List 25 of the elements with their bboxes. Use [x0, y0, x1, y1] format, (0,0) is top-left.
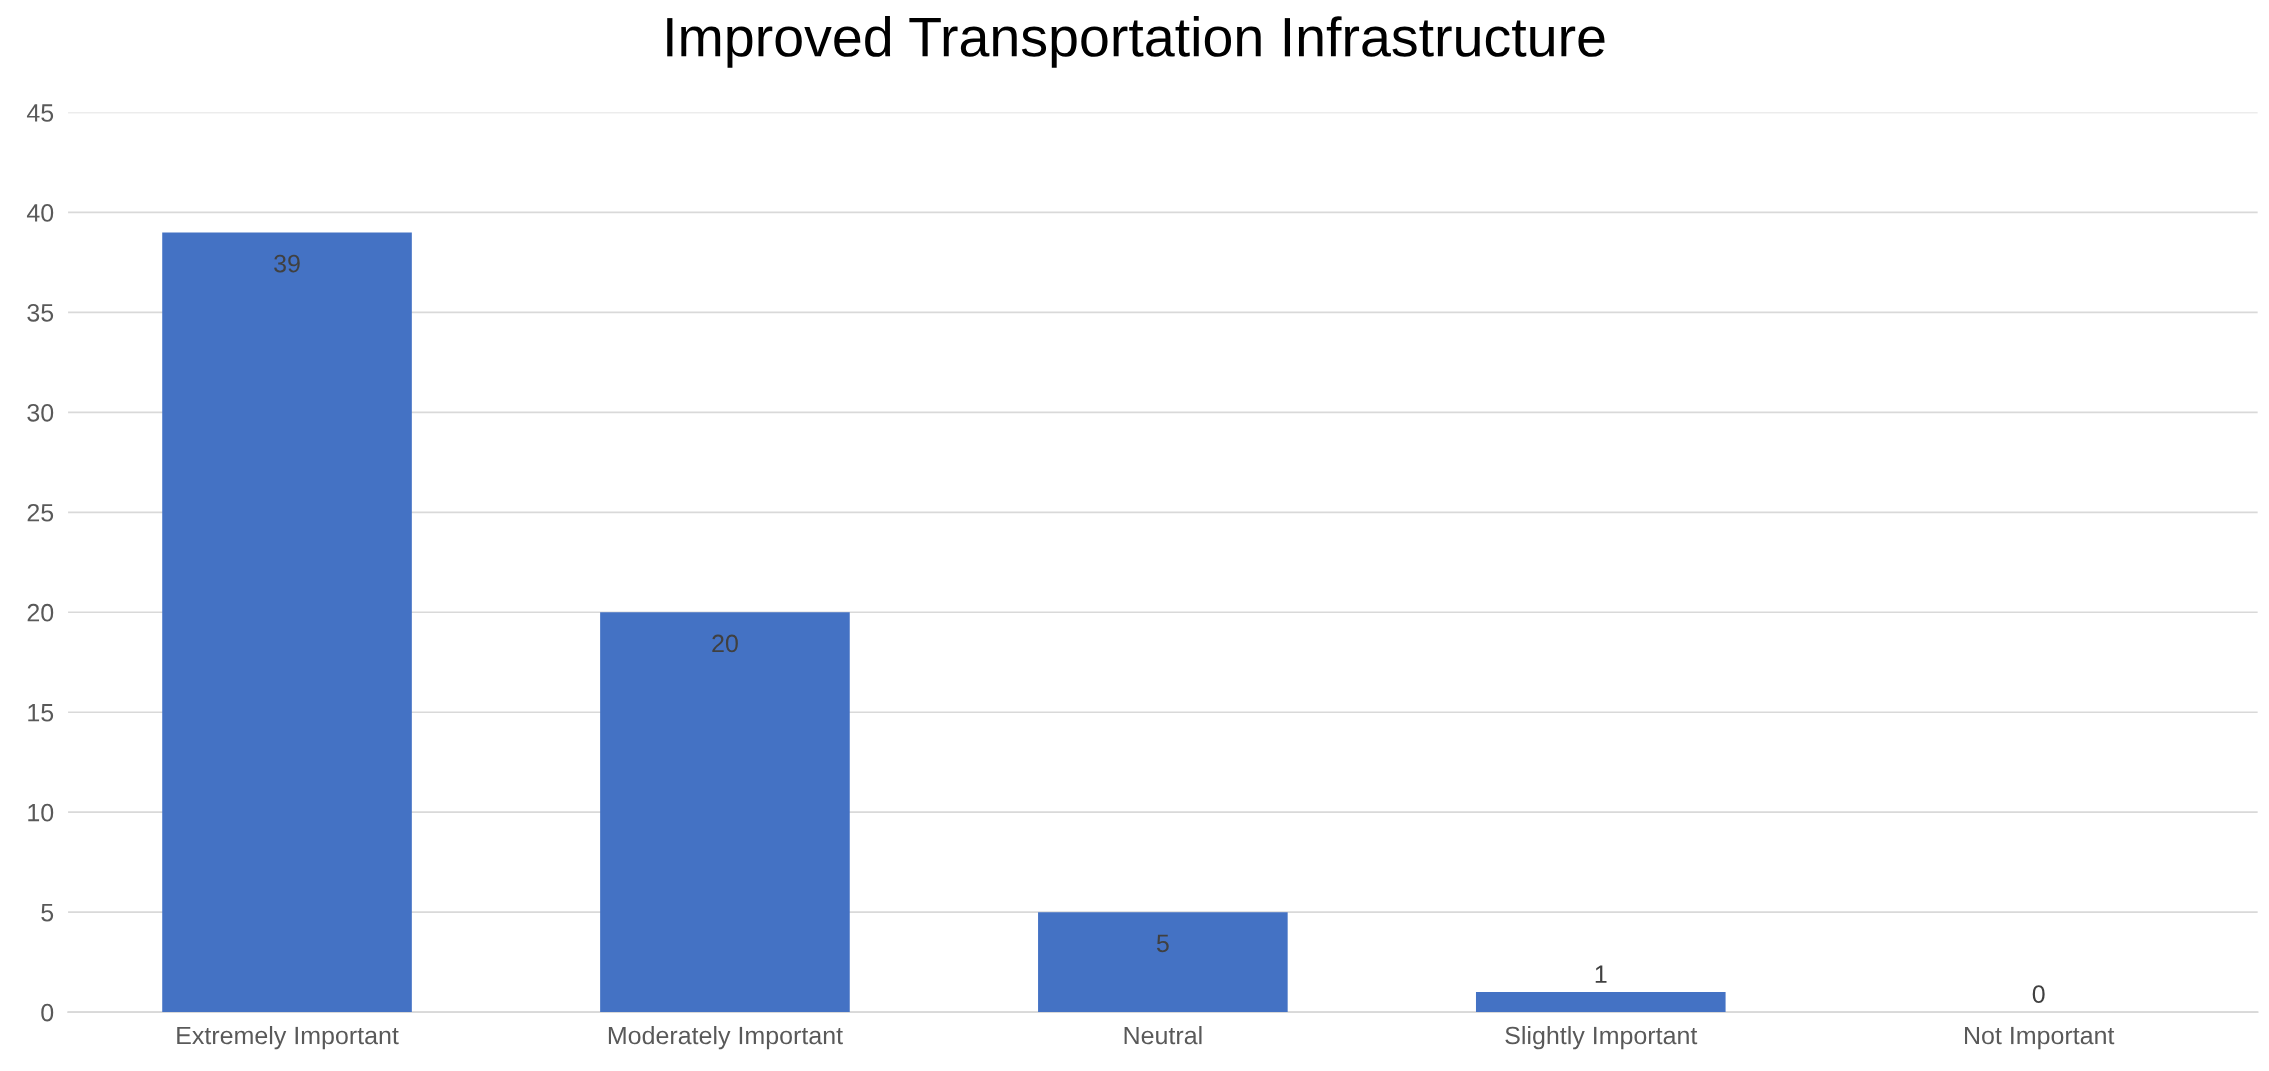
bar: [1475, 992, 1726, 1013]
x-tick-label: Extremely Important: [177, 1025, 399, 1050]
data-label: 5: [1156, 934, 1169, 953]
bar: [1038, 912, 1288, 1013]
x-tick-label: Not Important: [1965, 1026, 2115, 1050]
y-tick-label: 15: [28, 704, 54, 722]
y-tick-label: 30: [27, 403, 54, 422]
data-label: 1: [1595, 965, 1607, 983]
x-tick-label: Slightly Important: [1505, 1025, 1698, 1050]
x-tick-label: Neutral: [1124, 1025, 1202, 1045]
x-tick-label: Moderately Important: [608, 1025, 843, 1050]
y-tick-label: 25: [27, 503, 54, 522]
y-tick-label: 35: [27, 303, 54, 322]
data-label: 0: [2032, 985, 2045, 1003]
data-label: 39: [274, 254, 300, 273]
y-tick-label: 45: [26, 104, 54, 122]
y-tick-label: 10: [28, 803, 54, 822]
y-tick-label: 5: [41, 903, 54, 922]
y-tick-label: 40: [26, 204, 54, 222]
bar: [600, 612, 850, 1013]
chart-title: Improved Transportation Infrastructure: [667, 16, 1605, 68]
y-tick-label: 20: [27, 603, 54, 622]
y-tick-label: 0: [41, 1003, 54, 1022]
bar: [162, 232, 412, 1013]
data-label: 20: [712, 634, 738, 653]
